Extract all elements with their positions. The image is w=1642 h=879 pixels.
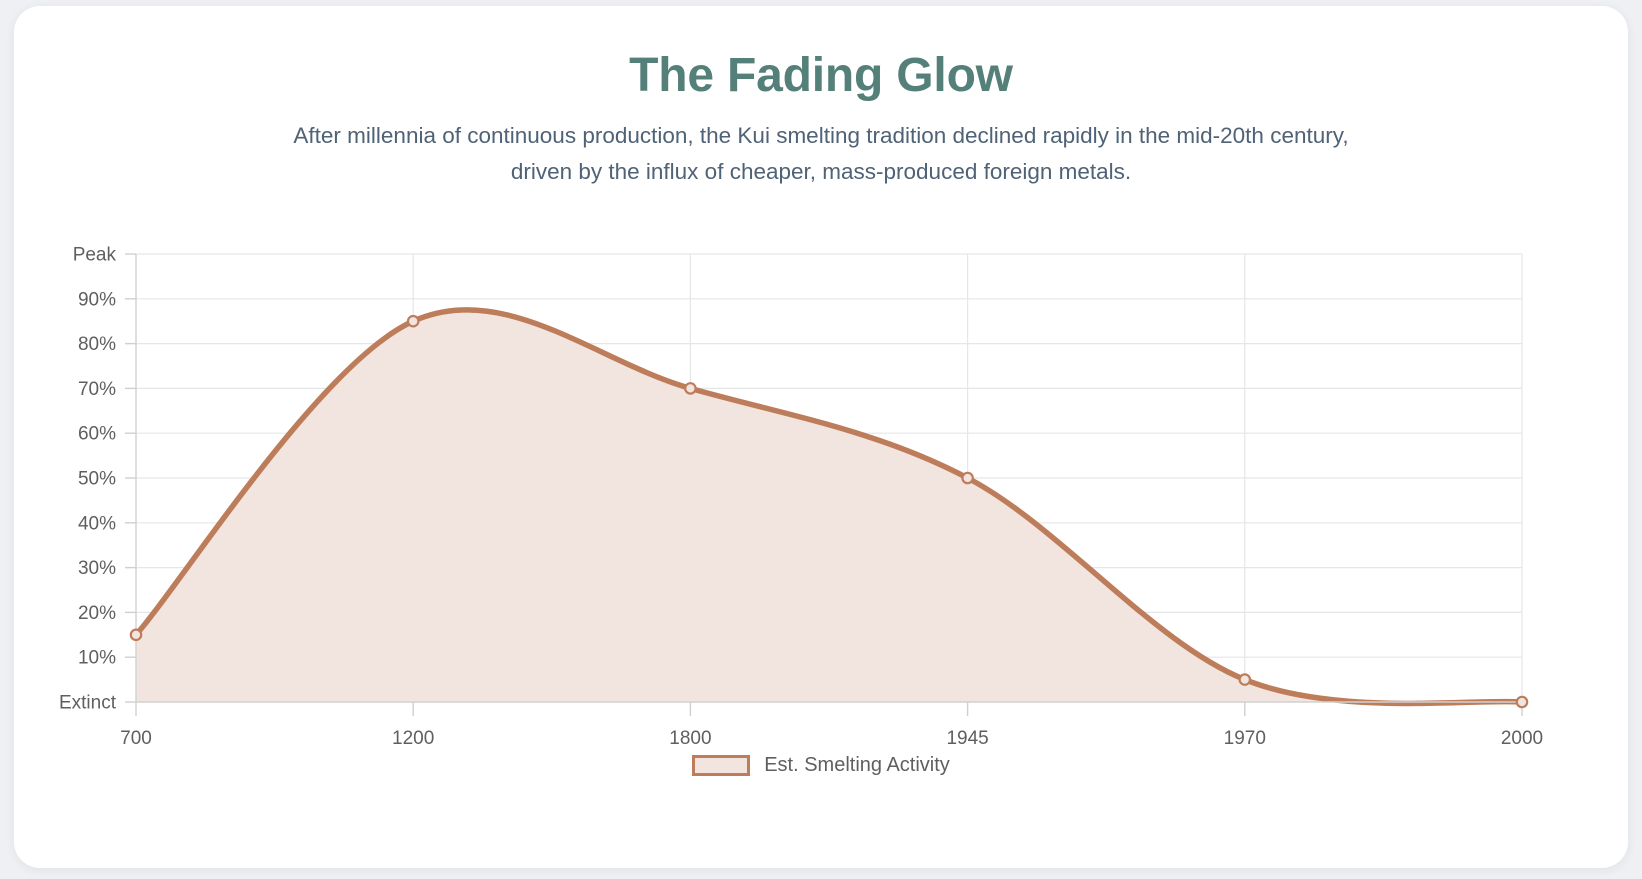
y-axis-tick-label: 60% (78, 424, 116, 445)
x-axis-tick-label: 700 (120, 728, 152, 749)
x-axis-tick-label: 2000 (1501, 728, 1543, 749)
x-axis-tick-label: 1800 (669, 728, 711, 749)
data-point-marker[interactable] (129, 628, 143, 642)
chart-legend: Est. Smelting Activity (14, 754, 1628, 777)
y-axis-tick-label: 40% (78, 513, 116, 534)
page-title: The Fading Glow (629, 49, 1013, 102)
y-axis-tick-label: 50% (78, 469, 116, 490)
legend-label-est-smelting-activity[interactable]: Est. Smelting Activity (764, 754, 950, 776)
x-axis-tick-label: 1200 (392, 728, 434, 749)
x-axis-tick-label: 1970 (1224, 728, 1266, 749)
y-axis-tick-label: 80% (78, 334, 116, 355)
y-axis-tick-label: 70% (78, 379, 116, 400)
y-axis-tick-label: Peak (73, 245, 117, 266)
data-point-marker[interactable] (684, 382, 697, 395)
y-axis-tick-label: 20% (78, 603, 116, 624)
axis-group (125, 253, 1523, 716)
series-area-fill (136, 309, 1522, 704)
y-axis-tick-label: 30% (78, 558, 116, 579)
data-point-group (129, 314, 1529, 709)
legend-swatch-est-smelting-activity[interactable] (692, 755, 751, 776)
chart-card: The Fading Glow After millennia of conti… (14, 6, 1628, 868)
data-point-marker[interactable] (961, 471, 974, 485)
data-point-marker[interactable] (1515, 695, 1529, 709)
series-line (133, 307, 1525, 707)
x-axis-tick-label: 1945 (946, 728, 988, 749)
data-point-marker[interactable] (406, 314, 420, 328)
tick-label-group: Extinct 10% 20% 30% 40% 50% 60% 70% 80% 90% Peak 70… (59, 245, 1543, 750)
chart-plot-area: Extinct 10% 20% 30% 40% 50% 60% 70% 80% 90% Peak 70… (14, 228, 1628, 788)
series-group (133, 307, 1525, 707)
chart-subtitle: After millennia of continuous production… (293, 123, 1349, 184)
y-axis-tick-label: 10% (78, 648, 116, 669)
y-axis-tick-label: 90% (78, 289, 116, 310)
area-chart-svg: Extinct 10% 20% 30% 40% 50% 60% 70% 80% 90% Peak 70… (59, 245, 1543, 750)
y-axis-tick-label: Extinct (59, 693, 117, 714)
data-point-marker[interactable] (1238, 673, 1252, 686)
